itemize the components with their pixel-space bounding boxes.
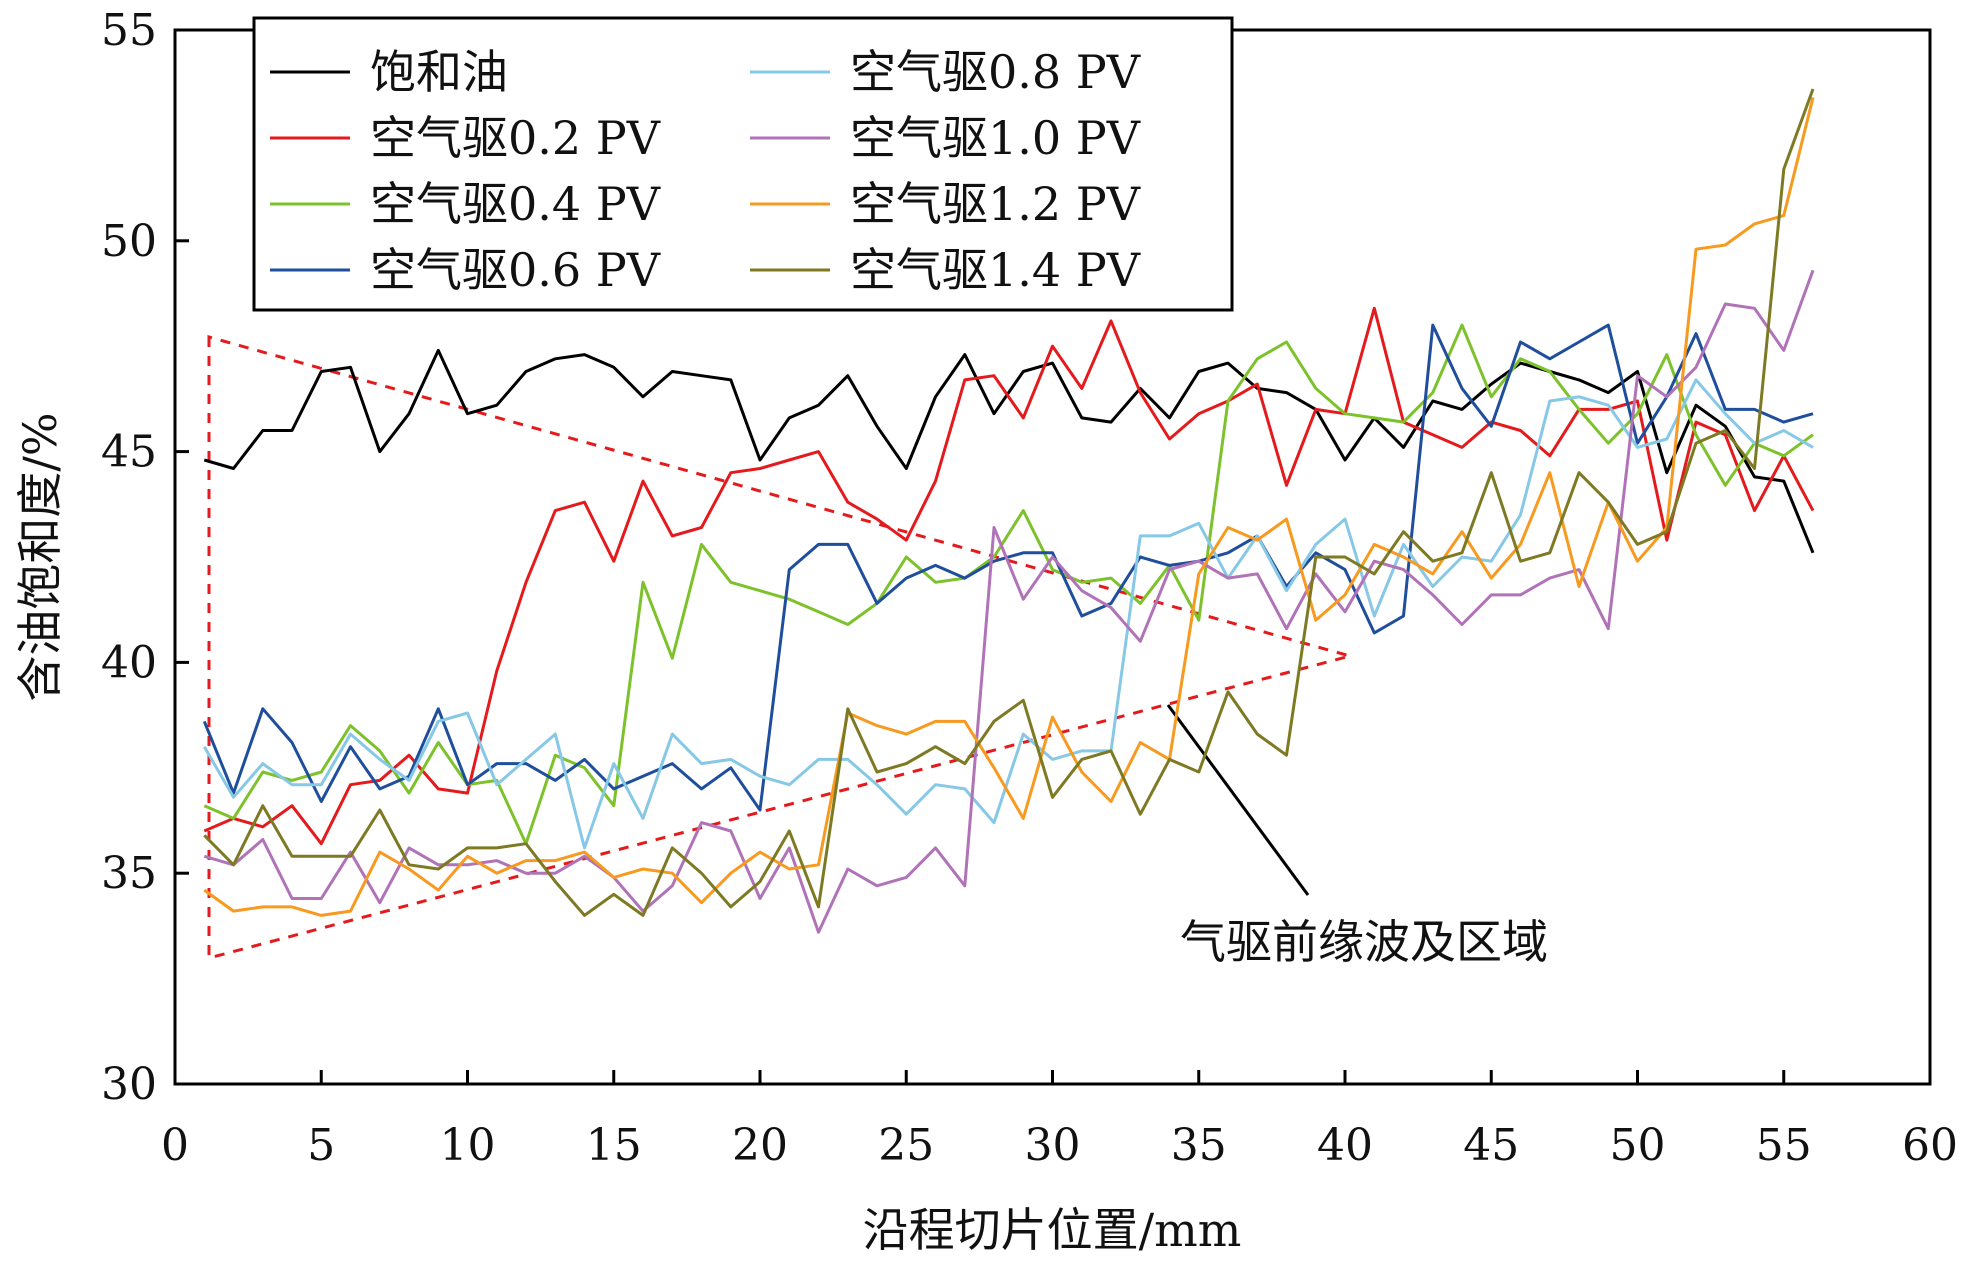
x-tick-label: 30 [1025,1120,1081,1171]
legend-label: 空气驱1.0 PV [850,111,1141,165]
series-line-1 [203,348,1815,554]
x-tick-label: 20 [732,1120,788,1171]
x-tick-label: 45 [1463,1120,1519,1171]
x-tick-label: 15 [586,1120,642,1171]
x-tick-label: 10 [440,1120,496,1171]
legend-label: 饱和油 [370,45,508,99]
legend-label: 空气驱0.4 PV [370,177,661,231]
y-tick-label: 50 [101,216,157,267]
x-axis-title: 沿程切片位置/mm [863,1203,1242,1257]
y-tick-label: 40 [101,637,157,688]
legend-label: 空气驱0.8 PV [850,45,1141,99]
series-line-8 [203,88,1815,917]
annotation-label: 气驱前缘波及区域 [1180,915,1548,969]
x-tick-label: 50 [1610,1120,1666,1171]
x-tick-label: 35 [1171,1120,1227,1171]
legend-box [252,16,1234,312]
series-line-6 [203,269,1815,934]
series-line-5 [203,378,1814,850]
x-tick-label: 25 [878,1120,934,1171]
y-axis: 30 35 40 45 50 55 [101,5,189,1110]
y-tick-label: 45 [101,427,157,478]
legend-label: 空气驱0.2 PV [370,111,661,165]
y-axis-title: 含油饱和度/% [13,412,67,701]
series-lines [202,88,1815,934]
legend-label: 空气驱1.4 PV [850,243,1141,297]
series-line-2 [203,306,1815,846]
series-line-3 [203,323,1814,846]
series-line-4 [202,323,1814,812]
legend-label: 空气驱1.2 PV [850,177,1141,231]
front-region-triangle [207,335,1356,960]
front-region: 气驱前缘波及区域 [207,335,1548,969]
y-tick-label: 55 [101,5,157,56]
series-line-7 [203,97,1815,917]
y-tick-label: 35 [101,848,157,899]
x-tick-label: 40 [1317,1120,1373,1171]
x-tick-label: 0 [161,1120,189,1171]
legend-label: 空气驱0.6 PV [370,243,661,297]
y-tick-label: 30 [101,1059,157,1110]
x-axis: 0 5 10 15 20 25 30 35 40 45 50 55 60 [161,1070,1958,1171]
x-tick-label: 5 [307,1120,335,1171]
x-tick-label: 55 [1756,1120,1812,1171]
annotation-leader-line [1166,704,1310,896]
x-tick-label: 60 [1902,1120,1958,1171]
